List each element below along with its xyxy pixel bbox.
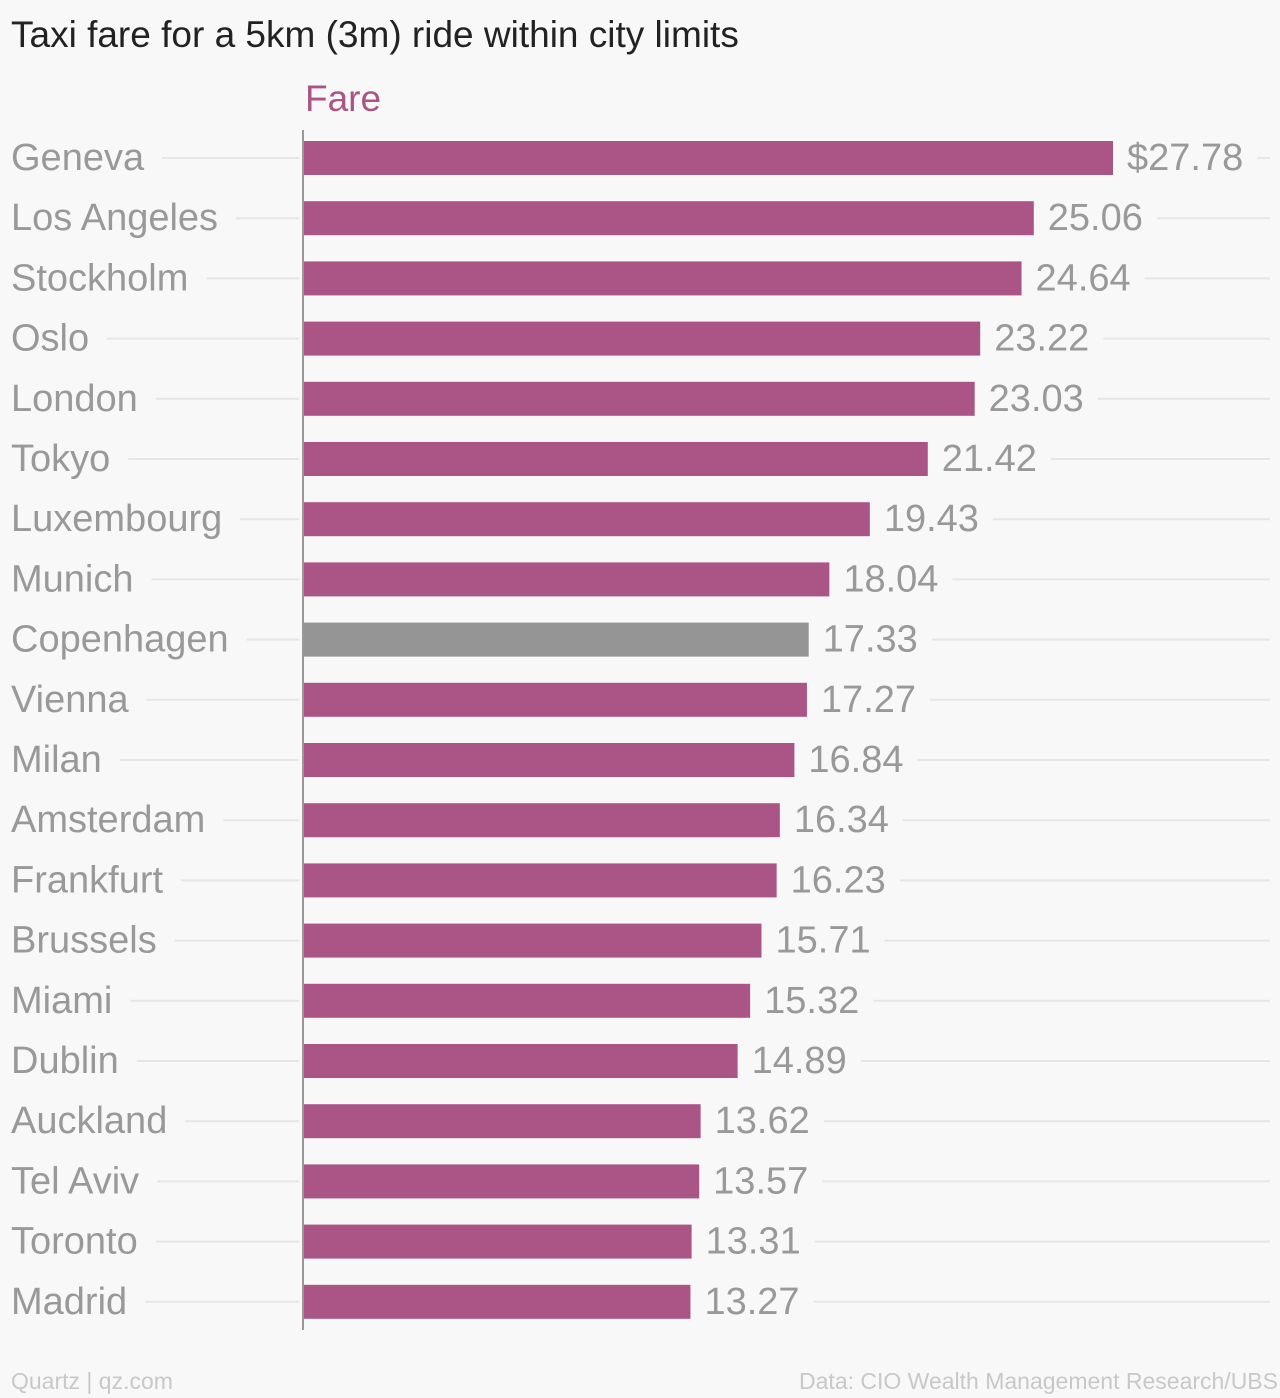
bar-auckland — [304, 1104, 701, 1139]
value-label-madrid: 13.27 — [704, 1281, 799, 1323]
bar-london — [304, 381, 975, 416]
series-label: Fare — [305, 78, 382, 119]
category-label-vienna: Vienna — [11, 679, 130, 721]
bar-vienna — [304, 682, 807, 717]
value-label-vienna: 17.27 — [821, 679, 916, 721]
value-label-luxembourg: 19.43 — [884, 498, 979, 540]
category-label-toronto: Toronto — [11, 1221, 138, 1263]
bar-tokyo — [304, 442, 928, 476]
category-labels: Geneva Los Angeles Stockholm Oslo London Toky… — [11, 137, 229, 1323]
bar-milan — [304, 743, 795, 777]
category-label-amsterdam: Amsterdam — [11, 799, 205, 841]
value-labels: $27.78 25.06 24.64 23.22 23.03 21.42 19.43 18.0… — [704, 137, 1243, 1323]
bar-madrid — [304, 1284, 691, 1319]
bar-amsterdam — [304, 803, 780, 838]
bar-tel-aviv — [304, 1164, 700, 1199]
value-label-munich: 18.04 — [843, 558, 938, 600]
category-label-brussels: Brussels — [11, 920, 157, 962]
bar-stockholm — [304, 261, 1022, 296]
value-label-london: 23.03 — [989, 378, 1084, 420]
value-label-toronto: 13.31 — [706, 1221, 801, 1263]
value-label-copenhagen: 17.33 — [823, 619, 918, 661]
category-label-tel-aviv: Tel Aviv — [11, 1160, 139, 1202]
bar-munich — [304, 562, 830, 597]
category-label-copenhagen: Copenhagen — [11, 619, 229, 661]
category-label-miami: Miami — [11, 980, 112, 1022]
bar-brussels — [304, 923, 762, 958]
value-label-amsterdam: 16.34 — [794, 799, 889, 841]
chart-title: Taxi fare for a 5km (3m) ride within cit… — [11, 14, 739, 55]
footer-credit: Quartz | qz.com — [11, 1368, 173, 1394]
category-label-madrid: Madrid — [11, 1281, 127, 1323]
category-label-auckland: Auckland — [11, 1100, 167, 1142]
grid-lines — [107, 157, 1270, 1303]
category-label-london: London — [11, 378, 138, 420]
category-label-geneva: Geneva — [11, 137, 145, 179]
category-label-tokyo: Tokyo — [11, 438, 110, 480]
value-label-auckland: 13.62 — [715, 1100, 810, 1142]
bar-miami — [304, 983, 751, 1018]
bar-toronto — [304, 1224, 692, 1259]
category-label-luxembourg: Luxembourg — [11, 498, 222, 540]
category-label-munich: Munich — [11, 558, 134, 600]
bar-oslo — [304, 321, 981, 356]
category-label-dublin: Dublin — [11, 1040, 119, 1082]
category-label-oslo: Oslo — [11, 318, 89, 360]
footer-source: Data: CIO Wealth Management Research/UBS — [799, 1368, 1278, 1394]
bar-dublin — [304, 1044, 738, 1078]
value-label-stockholm: 24.64 — [1036, 257, 1131, 299]
value-label-brussels: 15.71 — [776, 920, 871, 962]
bar-copenhagen — [304, 622, 809, 657]
bar-geneva — [304, 141, 1113, 175]
bar-luxembourg — [304, 502, 870, 537]
value-label-frankfurt: 16.23 — [791, 859, 886, 901]
value-label-tokyo: 21.42 — [942, 438, 1037, 480]
value-label-oslo: 23.22 — [994, 318, 1089, 360]
bars — [304, 141, 1113, 1319]
category-label-frankfurt: Frankfurt — [11, 859, 163, 901]
category-label-milan: Milan — [11, 739, 102, 781]
value-label-geneva: $27.78 — [1127, 137, 1243, 179]
category-label-los-angeles: Los Angeles — [11, 197, 218, 239]
value-label-milan: 16.84 — [808, 739, 903, 781]
value-label-miami: 15.32 — [764, 980, 859, 1022]
category-label-stockholm: Stockholm — [11, 257, 188, 299]
bar-frankfurt — [304, 863, 777, 898]
value-label-los-angeles: 25.06 — [1048, 197, 1143, 239]
bar-los-angeles — [304, 201, 1034, 236]
value-label-tel-aviv: 13.57 — [713, 1160, 808, 1202]
value-label-dublin: 14.89 — [752, 1040, 847, 1082]
